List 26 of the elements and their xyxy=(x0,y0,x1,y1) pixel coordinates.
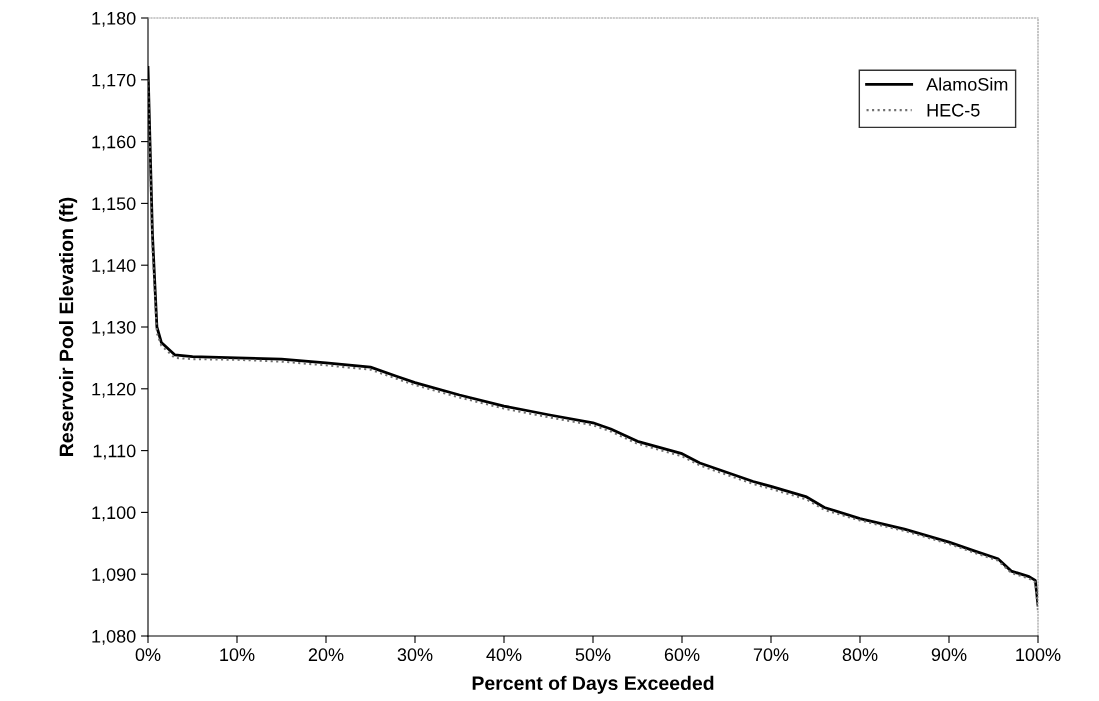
x-axis-title: Percent of Days Exceeded xyxy=(472,675,714,694)
legend-label: HEC-5 xyxy=(927,103,980,117)
y-tick-label: 1,100 xyxy=(92,506,136,522)
x-tick-label: 30% xyxy=(397,648,433,662)
y-tick-label: 1,160 xyxy=(92,135,136,151)
y-tick-label: 1,170 xyxy=(92,73,136,89)
y-tick-label: 1,120 xyxy=(92,382,136,398)
y-axis-title: Reservoir Pool Elevation (ft) xyxy=(59,197,78,456)
y-tick-label: 1,130 xyxy=(92,320,136,336)
legend-label: AlamoSim xyxy=(926,77,1008,91)
x-tick-label: 0% xyxy=(135,648,161,662)
y-tick-label: 1,080 xyxy=(92,629,136,645)
x-tick-label: 20% xyxy=(308,648,344,662)
x-tick-label: 80% xyxy=(842,648,878,662)
x-tick-label: 40% xyxy=(486,648,522,662)
y-tick-label: 1,140 xyxy=(92,259,136,275)
y-tick-label: 1,150 xyxy=(92,197,136,213)
x-tick-label: 100% xyxy=(1016,648,1061,662)
x-tick-label: 50% xyxy=(575,648,611,662)
y-tick-label: 1,180 xyxy=(92,11,136,27)
y-tick-label: 1,110 xyxy=(93,444,136,460)
x-tick-label: 10% xyxy=(220,648,255,662)
x-tick-label: 70% xyxy=(753,648,789,662)
x-tick-label: 60% xyxy=(664,648,700,662)
y-tick-label: 1,090 xyxy=(92,568,136,584)
x-tick-label: 90% xyxy=(931,648,967,662)
